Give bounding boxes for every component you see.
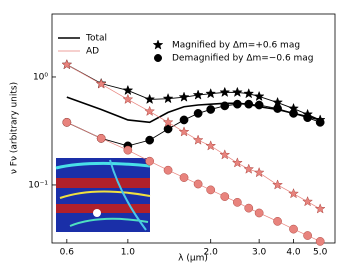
star-marker — [144, 93, 156, 105]
star-marker — [162, 116, 174, 127]
star-marker — [253, 166, 265, 178]
legend-marker — [154, 54, 162, 62]
star-marker — [219, 149, 231, 160]
circle-marker — [244, 99, 254, 109]
y-tick-label: 10⁰ — [33, 72, 48, 82]
circle-marker — [179, 115, 189, 125]
star-marker — [144, 105, 156, 117]
circle-marker — [315, 237, 325, 246]
inset-band — [56, 204, 150, 213]
plot-frame — [51, 13, 336, 244]
star-marker — [253, 90, 265, 102]
star-marker — [243, 163, 255, 174]
circle-marker — [193, 179, 203, 189]
star-marker — [192, 134, 204, 145]
series-line — [66, 103, 321, 147]
series-line — [66, 64, 321, 121]
star-marker — [192, 89, 204, 100]
circle-marker — [273, 216, 282, 226]
circle-marker — [303, 113, 312, 123]
x-axis-label: λ (μm) — [178, 254, 208, 264]
legend-label: Total — [85, 34, 107, 44]
circle-marker — [206, 105, 216, 114]
circle-marker — [123, 145, 133, 155]
x-tick-label: 1.0 — [121, 248, 136, 258]
star-marker — [205, 140, 217, 151]
star-marker — [61, 58, 73, 70]
inset-dot — [93, 209, 101, 217]
x-tick-label: 3.0 — [252, 248, 267, 258]
star-marker — [272, 179, 283, 190]
inset-band — [56, 178, 150, 188]
inset-image — [55, 158, 151, 232]
x-tick-label: 5.0 — [313, 248, 328, 258]
star-marker — [231, 157, 243, 168]
series-line — [66, 122, 321, 242]
circle-marker — [206, 185, 216, 195]
star-marker — [302, 195, 314, 207]
y-tick-label: 10⁻¹ — [28, 180, 48, 190]
star-marker — [205, 87, 217, 99]
circle-marker — [193, 109, 203, 118]
star-marker — [243, 87, 255, 99]
x-tick-label: 2.0 — [204, 248, 219, 258]
circle-marker — [232, 99, 242, 109]
circle-marker — [303, 231, 312, 240]
circle-marker — [254, 208, 264, 218]
legend-label: AD — [86, 47, 99, 57]
circle-marker — [254, 100, 264, 110]
x-tick-label: 0.6 — [60, 248, 75, 258]
circle-marker — [220, 101, 230, 111]
inset-arc — [59, 190, 151, 199]
circle-marker — [232, 197, 242, 207]
circle-marker — [244, 203, 254, 213]
circle-marker — [62, 117, 72, 127]
star-marker — [95, 78, 107, 89]
legend-label: Magnified by Δm=+0.6 mag — [172, 41, 300, 51]
circle-marker — [289, 224, 298, 234]
circle-marker — [289, 109, 298, 118]
inset-arc — [55, 161, 151, 170]
star-marker — [288, 187, 299, 199]
x-tick-label: 4.0 — [286, 248, 301, 258]
star-marker — [122, 93, 134, 105]
legend-label: Demagnified by Δm=−0.6 mag — [172, 54, 314, 64]
circle-marker — [96, 133, 106, 143]
circle-marker — [145, 156, 155, 166]
star-marker — [314, 203, 326, 214]
circle-marker — [273, 104, 282, 113]
star-marker — [219, 86, 231, 97]
star-marker — [231, 86, 243, 97]
circle-marker — [179, 173, 189, 182]
legend-marker — [152, 39, 164, 50]
inset-arc — [109, 159, 147, 231]
circle-marker — [145, 135, 155, 145]
y-axis-label: ν Fν (arbitrary units) — [10, 82, 20, 174]
circle-marker — [163, 124, 173, 134]
circle-marker — [315, 117, 325, 127]
circle-marker — [220, 192, 230, 201]
star-marker — [122, 84, 134, 96]
star-marker — [162, 92, 174, 104]
star-marker — [178, 91, 190, 102]
circle-marker — [163, 165, 173, 175]
star-marker — [178, 126, 190, 137]
series-line — [66, 64, 321, 210]
